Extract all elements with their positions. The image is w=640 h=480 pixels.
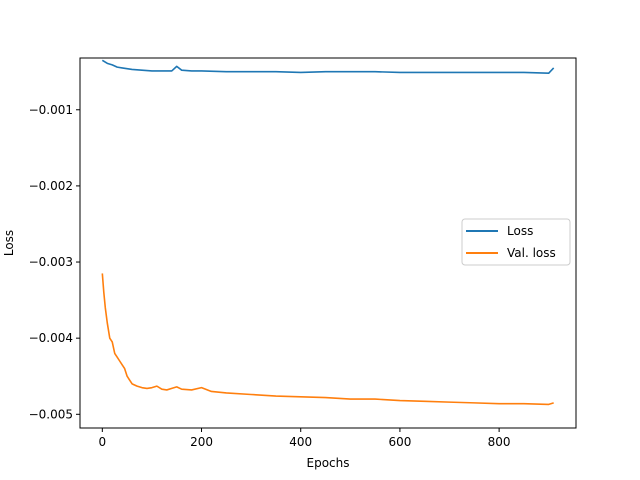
- legend-label-loss: Loss: [507, 224, 533, 238]
- x-axis: 0 200 400 600 800: [98, 428, 511, 449]
- y-tick-label: −0.004: [29, 331, 73, 345]
- x-tick-label: 800: [488, 435, 511, 449]
- y-tick-label: −0.002: [29, 179, 73, 193]
- x-tick-label: 400: [289, 435, 312, 449]
- y-tick-label: −0.001: [29, 103, 73, 117]
- legend-label-val-loss: Val. loss: [507, 246, 556, 260]
- plot-frame: [79, 57, 577, 429]
- legend: Loss Val. loss: [461, 218, 571, 266]
- x-tick-label: 200: [190, 435, 213, 449]
- y-axis: −0.005 −0.004 −0.003 −0.002 −0.001: [29, 103, 80, 421]
- x-tick-label: 0: [98, 435, 106, 449]
- series-line-val-loss: [101, 273, 554, 406]
- x-tick-label: 600: [388, 435, 411, 449]
- x-axis-title: Epochs: [307, 456, 350, 470]
- series-line-loss: [101, 59, 555, 75]
- series-layer: [101, 59, 555, 406]
- y-tick-label: −0.003: [29, 255, 73, 269]
- y-tick-label: −0.005: [29, 407, 73, 421]
- y-axis-title: Loss: [2, 230, 16, 256]
